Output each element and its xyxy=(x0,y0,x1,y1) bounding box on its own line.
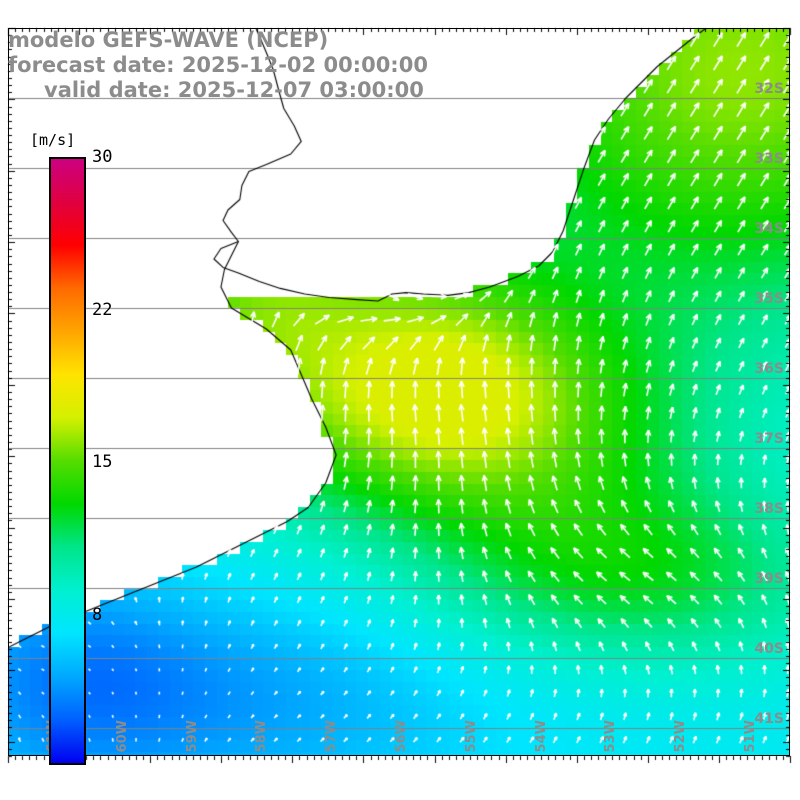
colorbar-tick-30: 30 xyxy=(92,147,113,167)
colorbar-tick-15: 15 xyxy=(92,452,113,472)
colorbar[interactable] xyxy=(49,157,86,765)
colorbar-tick-8: 8 xyxy=(92,605,103,625)
colorbar-unit-label: [m/s] xyxy=(30,131,76,149)
colorbar-tick-22: 22 xyxy=(92,300,113,320)
colorbar-gradient xyxy=(51,159,84,763)
